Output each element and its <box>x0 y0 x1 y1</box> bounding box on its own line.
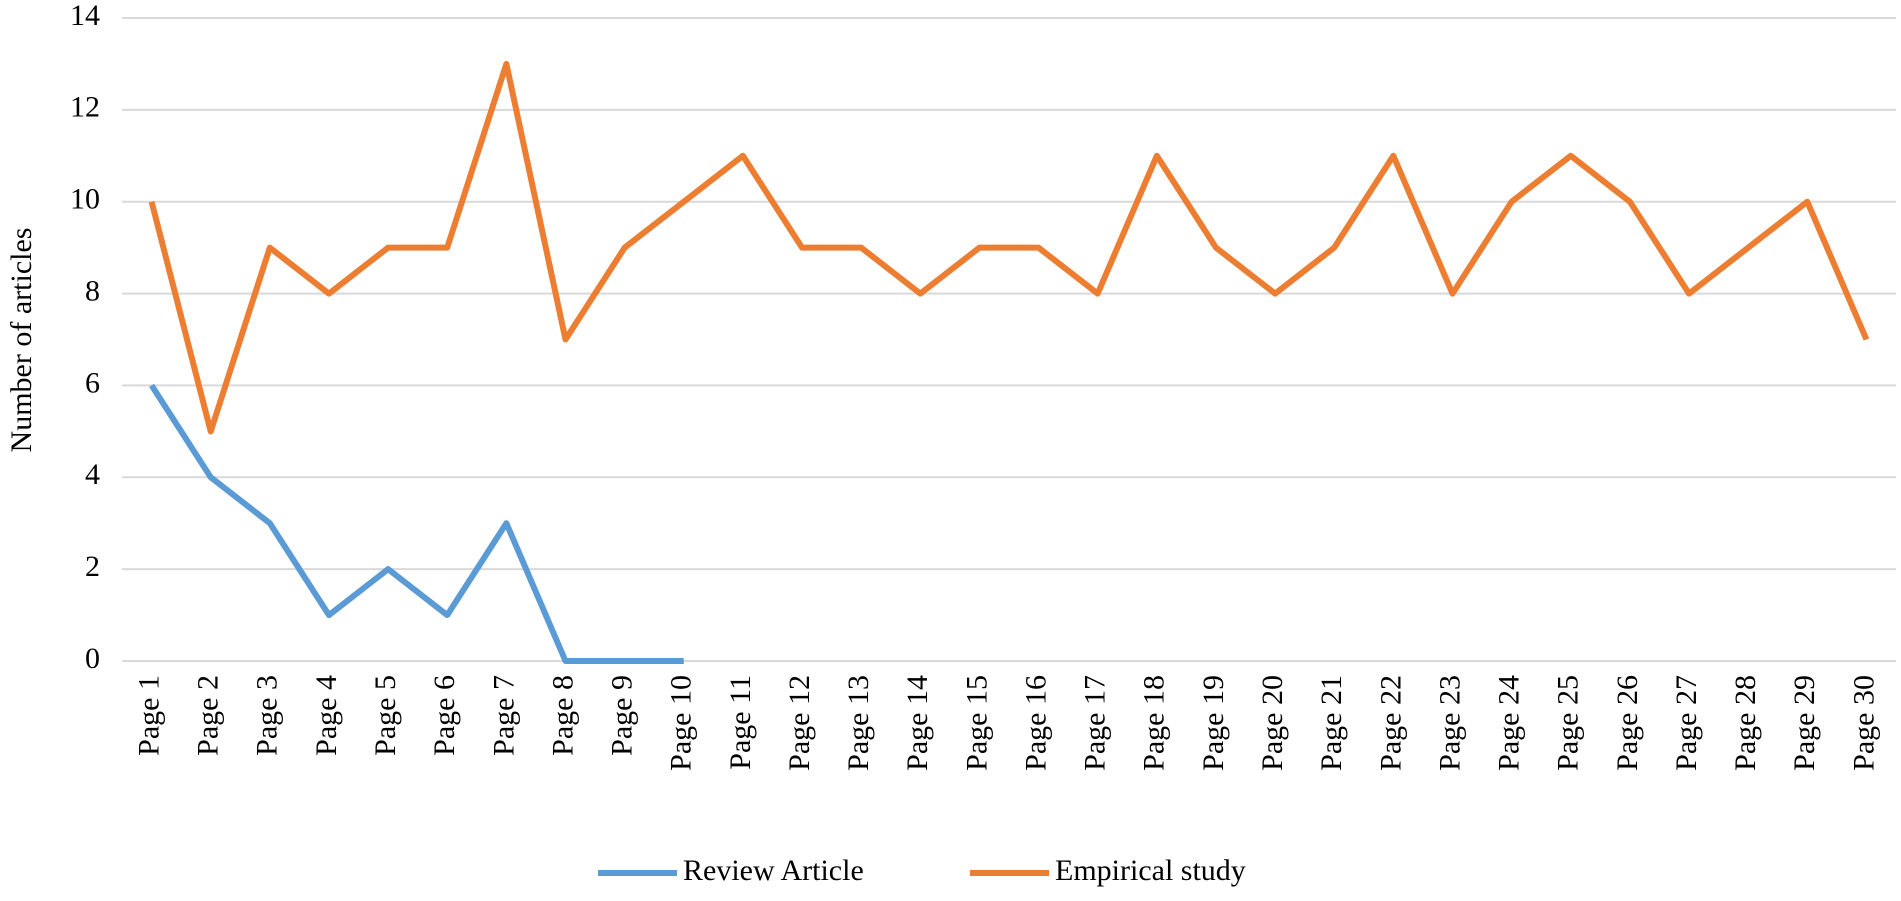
x-tick-label: Page 11 <box>724 675 757 770</box>
x-tick-label: Page 25 <box>1552 675 1585 771</box>
x-tick-label: Page 3 <box>251 675 284 756</box>
x-tick-label: Page 27 <box>1670 675 1703 771</box>
y-tick-label: 12 <box>70 91 100 124</box>
x-tick-label: Page 29 <box>1788 675 1821 771</box>
x-tick-label: Page 23 <box>1433 675 1466 771</box>
x-tick-label: Page 8 <box>546 675 579 756</box>
x-tick-label: Page 18 <box>1138 675 1171 771</box>
y-tick-label: 4 <box>85 458 100 491</box>
x-tick-label: Page 30 <box>1847 675 1880 771</box>
x-tick-label: Page 26 <box>1611 675 1644 771</box>
x-tick-label: Page 17 <box>1079 675 1112 771</box>
x-tick-label: Page 20 <box>1256 675 1289 771</box>
x-tick-label: Page 9 <box>606 675 639 756</box>
x-tick-label: Page 10 <box>665 675 698 771</box>
x-tick-label: Page 22 <box>1374 675 1407 771</box>
y-tick-label: 14 <box>70 0 100 32</box>
x-tick-label: Page 7 <box>487 675 520 756</box>
y-tick-label: 8 <box>85 274 100 307</box>
y-tick-label: 6 <box>85 366 100 399</box>
x-tick-label: Page 19 <box>1197 675 1230 771</box>
x-tick-label: Page 12 <box>783 675 816 771</box>
y-tick-label: 2 <box>85 550 100 583</box>
x-tick-label: Page 16 <box>1019 675 1052 771</box>
legend-label: Empirical study <box>1055 854 1246 887</box>
x-tick-label: Page 24 <box>1493 675 1526 771</box>
y-tick-label: 0 <box>85 642 100 675</box>
line-series <box>148 60 1870 435</box>
x-tick-label: Page 4 <box>310 675 343 756</box>
x-tick-label: Page 2 <box>192 675 225 756</box>
x-tick-label: Page 28 <box>1729 675 1762 771</box>
line-series <box>149 383 684 664</box>
y-axis-label: Number of articles <box>5 228 38 453</box>
x-tick-label: Page 21 <box>1315 675 1348 771</box>
y-tick-label: 10 <box>70 183 100 216</box>
x-tick-label: Page 13 <box>842 675 875 771</box>
x-tick-label: Page 6 <box>428 675 461 756</box>
x-tick-label: Page 14 <box>901 675 934 771</box>
x-tick-label: Page 5 <box>369 675 402 756</box>
x-tick-label: Page 1 <box>132 675 165 756</box>
legend-label: Review Article <box>683 854 864 887</box>
x-tick-label: Page 15 <box>960 675 993 771</box>
